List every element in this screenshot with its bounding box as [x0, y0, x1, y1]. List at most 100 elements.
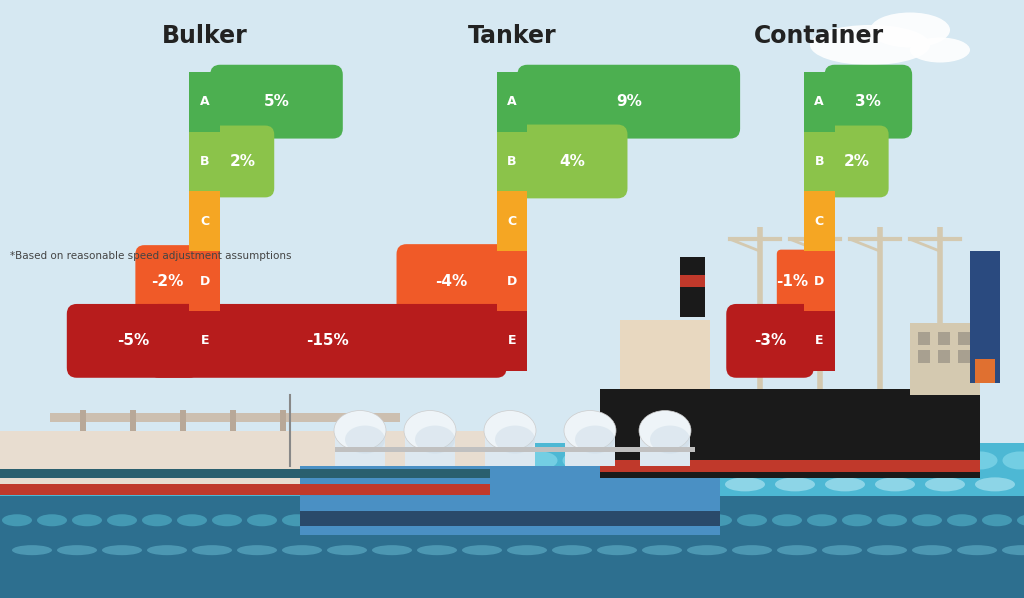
- Bar: [497, 72, 527, 132]
- Ellipse shape: [675, 477, 715, 492]
- Bar: [804, 72, 835, 132]
- Ellipse shape: [867, 545, 907, 555]
- Bar: [189, 251, 220, 311]
- Text: C: C: [201, 215, 209, 228]
- Bar: [620, 320, 710, 389]
- Ellipse shape: [525, 477, 565, 492]
- Ellipse shape: [597, 514, 627, 526]
- Ellipse shape: [372, 545, 412, 555]
- Ellipse shape: [57, 545, 97, 555]
- Bar: [680, 257, 705, 317]
- Ellipse shape: [803, 451, 838, 469]
- Text: Bulker: Bulker: [162, 24, 248, 48]
- Ellipse shape: [650, 426, 690, 453]
- Ellipse shape: [575, 426, 615, 453]
- Text: D: D: [814, 274, 824, 288]
- Ellipse shape: [43, 451, 78, 469]
- Ellipse shape: [247, 514, 278, 526]
- Bar: [497, 311, 527, 371]
- Ellipse shape: [810, 25, 930, 65]
- FancyBboxPatch shape: [67, 304, 200, 378]
- Ellipse shape: [807, 514, 837, 526]
- Ellipse shape: [102, 545, 142, 555]
- Ellipse shape: [963, 451, 997, 469]
- Text: E: E: [508, 334, 516, 347]
- Bar: [189, 311, 220, 371]
- Text: B: B: [507, 155, 517, 168]
- Bar: [0, 431, 490, 490]
- Text: C: C: [815, 215, 823, 228]
- Bar: [565, 431, 615, 466]
- Bar: [230, 410, 236, 431]
- Ellipse shape: [912, 545, 952, 555]
- Ellipse shape: [975, 477, 1015, 492]
- Ellipse shape: [362, 451, 397, 469]
- Bar: [600, 460, 980, 472]
- Ellipse shape: [564, 411, 616, 450]
- Ellipse shape: [237, 545, 278, 555]
- Bar: [189, 72, 220, 132]
- Ellipse shape: [282, 545, 322, 555]
- Ellipse shape: [12, 545, 52, 555]
- Ellipse shape: [982, 514, 1012, 526]
- Ellipse shape: [507, 545, 547, 555]
- Ellipse shape: [822, 545, 862, 555]
- Ellipse shape: [522, 451, 557, 469]
- Ellipse shape: [874, 477, 915, 492]
- Bar: [600, 389, 980, 478]
- Ellipse shape: [375, 477, 415, 492]
- Bar: [189, 191, 220, 251]
- Ellipse shape: [484, 411, 536, 450]
- Bar: [335, 447, 695, 452]
- Bar: [497, 132, 527, 191]
- Bar: [640, 431, 690, 466]
- Ellipse shape: [625, 477, 665, 492]
- Ellipse shape: [283, 451, 317, 469]
- Ellipse shape: [957, 545, 997, 555]
- Ellipse shape: [947, 514, 977, 526]
- Ellipse shape: [843, 451, 878, 469]
- Ellipse shape: [923, 451, 957, 469]
- Ellipse shape: [203, 451, 238, 469]
- Ellipse shape: [425, 477, 465, 492]
- Ellipse shape: [825, 477, 865, 492]
- Text: 5%: 5%: [263, 94, 290, 109]
- Text: -5%: -5%: [117, 333, 150, 349]
- FancyBboxPatch shape: [517, 65, 740, 139]
- Ellipse shape: [562, 514, 592, 526]
- Text: B: B: [200, 155, 210, 168]
- Bar: [804, 251, 835, 311]
- Text: E: E: [815, 334, 823, 347]
- Bar: [300, 511, 720, 526]
- Text: -15%: -15%: [306, 333, 349, 349]
- FancyBboxPatch shape: [777, 249, 808, 313]
- Bar: [406, 431, 455, 466]
- Ellipse shape: [725, 477, 765, 492]
- Ellipse shape: [642, 545, 682, 555]
- Ellipse shape: [1002, 545, 1024, 555]
- Ellipse shape: [1017, 514, 1024, 526]
- Ellipse shape: [925, 477, 965, 492]
- Ellipse shape: [323, 451, 357, 469]
- Ellipse shape: [597, 545, 637, 555]
- Ellipse shape: [123, 451, 158, 469]
- Bar: [50, 413, 400, 419]
- Bar: [280, 410, 286, 431]
- Ellipse shape: [275, 477, 315, 492]
- Text: A: A: [814, 95, 824, 108]
- Ellipse shape: [639, 411, 691, 450]
- FancyBboxPatch shape: [135, 245, 199, 317]
- Ellipse shape: [142, 514, 172, 526]
- Bar: [918, 350, 930, 363]
- Ellipse shape: [422, 514, 452, 526]
- FancyBboxPatch shape: [396, 244, 507, 318]
- Ellipse shape: [632, 514, 662, 526]
- Ellipse shape: [912, 514, 942, 526]
- Ellipse shape: [602, 451, 638, 469]
- Text: 9%: 9%: [615, 94, 642, 109]
- Ellipse shape: [25, 477, 65, 492]
- Ellipse shape: [327, 545, 367, 555]
- Ellipse shape: [702, 514, 732, 526]
- Ellipse shape: [225, 477, 265, 492]
- Ellipse shape: [325, 477, 365, 492]
